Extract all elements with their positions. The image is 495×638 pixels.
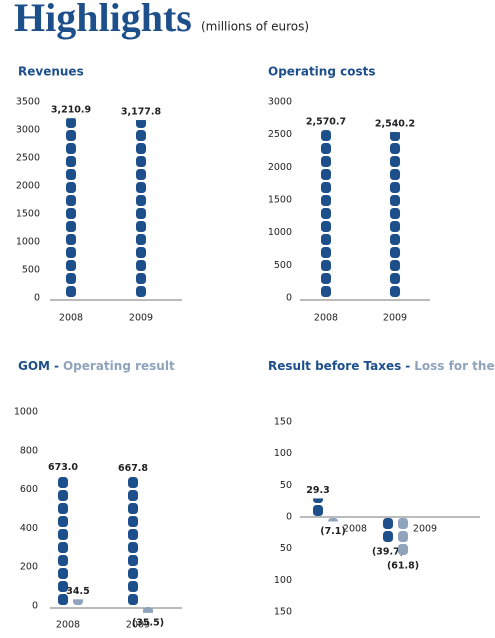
title-part: Loss for the year — [414, 359, 495, 373]
x-tick-label: 2008 — [343, 524, 367, 535]
title-part: Operating result — [63, 359, 175, 373]
title-part: GOM — [18, 359, 50, 373]
y-tick-label: 500 — [22, 265, 40, 276]
bar — [382, 517, 394, 543]
bar — [327, 517, 339, 522]
x-tick-label: 2009 — [129, 313, 153, 324]
bar — [320, 130, 332, 298]
x-tick-label: 2009 — [413, 524, 437, 535]
y-tick-label: 3000 — [268, 97, 292, 108]
value-label: 29.3 — [306, 485, 329, 496]
y-tick-label: 50 — [280, 543, 292, 554]
y-tick-label: 150 — [274, 607, 292, 618]
page-subtitle: (millions of euros) — [201, 20, 309, 34]
x-tick-label: 2008 — [314, 313, 338, 324]
y-tick-label: 1500 — [268, 195, 292, 206]
title-part: Result before Taxes — [268, 359, 401, 373]
y-tick-label: 0 — [34, 293, 40, 304]
y-tick-label: 500 — [274, 260, 292, 271]
y-tick-label: 100 — [274, 575, 292, 586]
value-label: 3,177.8 — [121, 107, 162, 118]
y-tick-label: 400 — [20, 523, 38, 534]
value-label: 3,210.9 — [51, 105, 91, 116]
value-label: (39.7) — [372, 547, 404, 558]
y-tick-label: 0 — [286, 293, 292, 304]
value-label: (7.1) — [320, 526, 346, 537]
y-tick-label: 600 — [20, 484, 38, 495]
y-tick-label: 1000 — [14, 407, 38, 418]
y-tick-label: 3000 — [16, 125, 40, 136]
bar — [65, 118, 77, 298]
bar — [57, 475, 69, 606]
y-tick-label: 2000 — [268, 162, 292, 173]
y-tick-label: 1500 — [16, 209, 40, 220]
y-tick-label: 100 — [274, 448, 292, 459]
bar — [135, 120, 147, 298]
bar — [72, 599, 84, 606]
bar — [142, 606, 154, 613]
title-part: - — [54, 359, 59, 373]
y-tick-label: 2000 — [16, 181, 40, 192]
x-tick-label: 2008 — [59, 313, 83, 324]
value-label: 2,540.2 — [375, 119, 415, 130]
y-tick-label: 50 — [280, 480, 292, 491]
title-part: - — [405, 359, 410, 373]
x-tick-label: 2009 — [383, 313, 407, 324]
y-tick-label: 0 — [286, 512, 292, 523]
value-label: (35.5) — [132, 617, 164, 628]
chart-title: Revenues — [18, 65, 84, 79]
y-tick-label: 2500 — [268, 129, 292, 140]
y-tick-label: 0 — [32, 601, 38, 612]
value-label: 667.8 — [118, 463, 148, 474]
y-tick-label: 150 — [274, 417, 292, 428]
y-tick-label: 200 — [20, 562, 38, 573]
value-label: 34.5 — [66, 586, 89, 597]
bar — [127, 476, 139, 606]
x-tick-label: 2009 — [126, 620, 150, 631]
chart-title: Operating costs — [268, 65, 375, 79]
bar — [389, 132, 401, 298]
y-tick-label: 1000 — [268, 227, 292, 238]
y-tick-label: 1000 — [16, 237, 40, 248]
value-label: (61.8) — [387, 561, 419, 572]
y-tick-label: 3500 — [16, 97, 40, 108]
value-label: 2,570.7 — [306, 117, 346, 128]
x-tick-label: 2008 — [56, 620, 80, 631]
y-tick-label: 800 — [20, 445, 38, 456]
chart-title: Result before Taxes-Loss for the year — [268, 359, 495, 373]
chart-title: GOM - Operating result — [18, 359, 175, 373]
value-label: 673.0 — [48, 462, 78, 473]
bar — [397, 517, 409, 557]
page-title: Highlights — [14, 0, 192, 40]
bar — [312, 498, 324, 517]
y-tick-label: 2500 — [16, 153, 40, 164]
